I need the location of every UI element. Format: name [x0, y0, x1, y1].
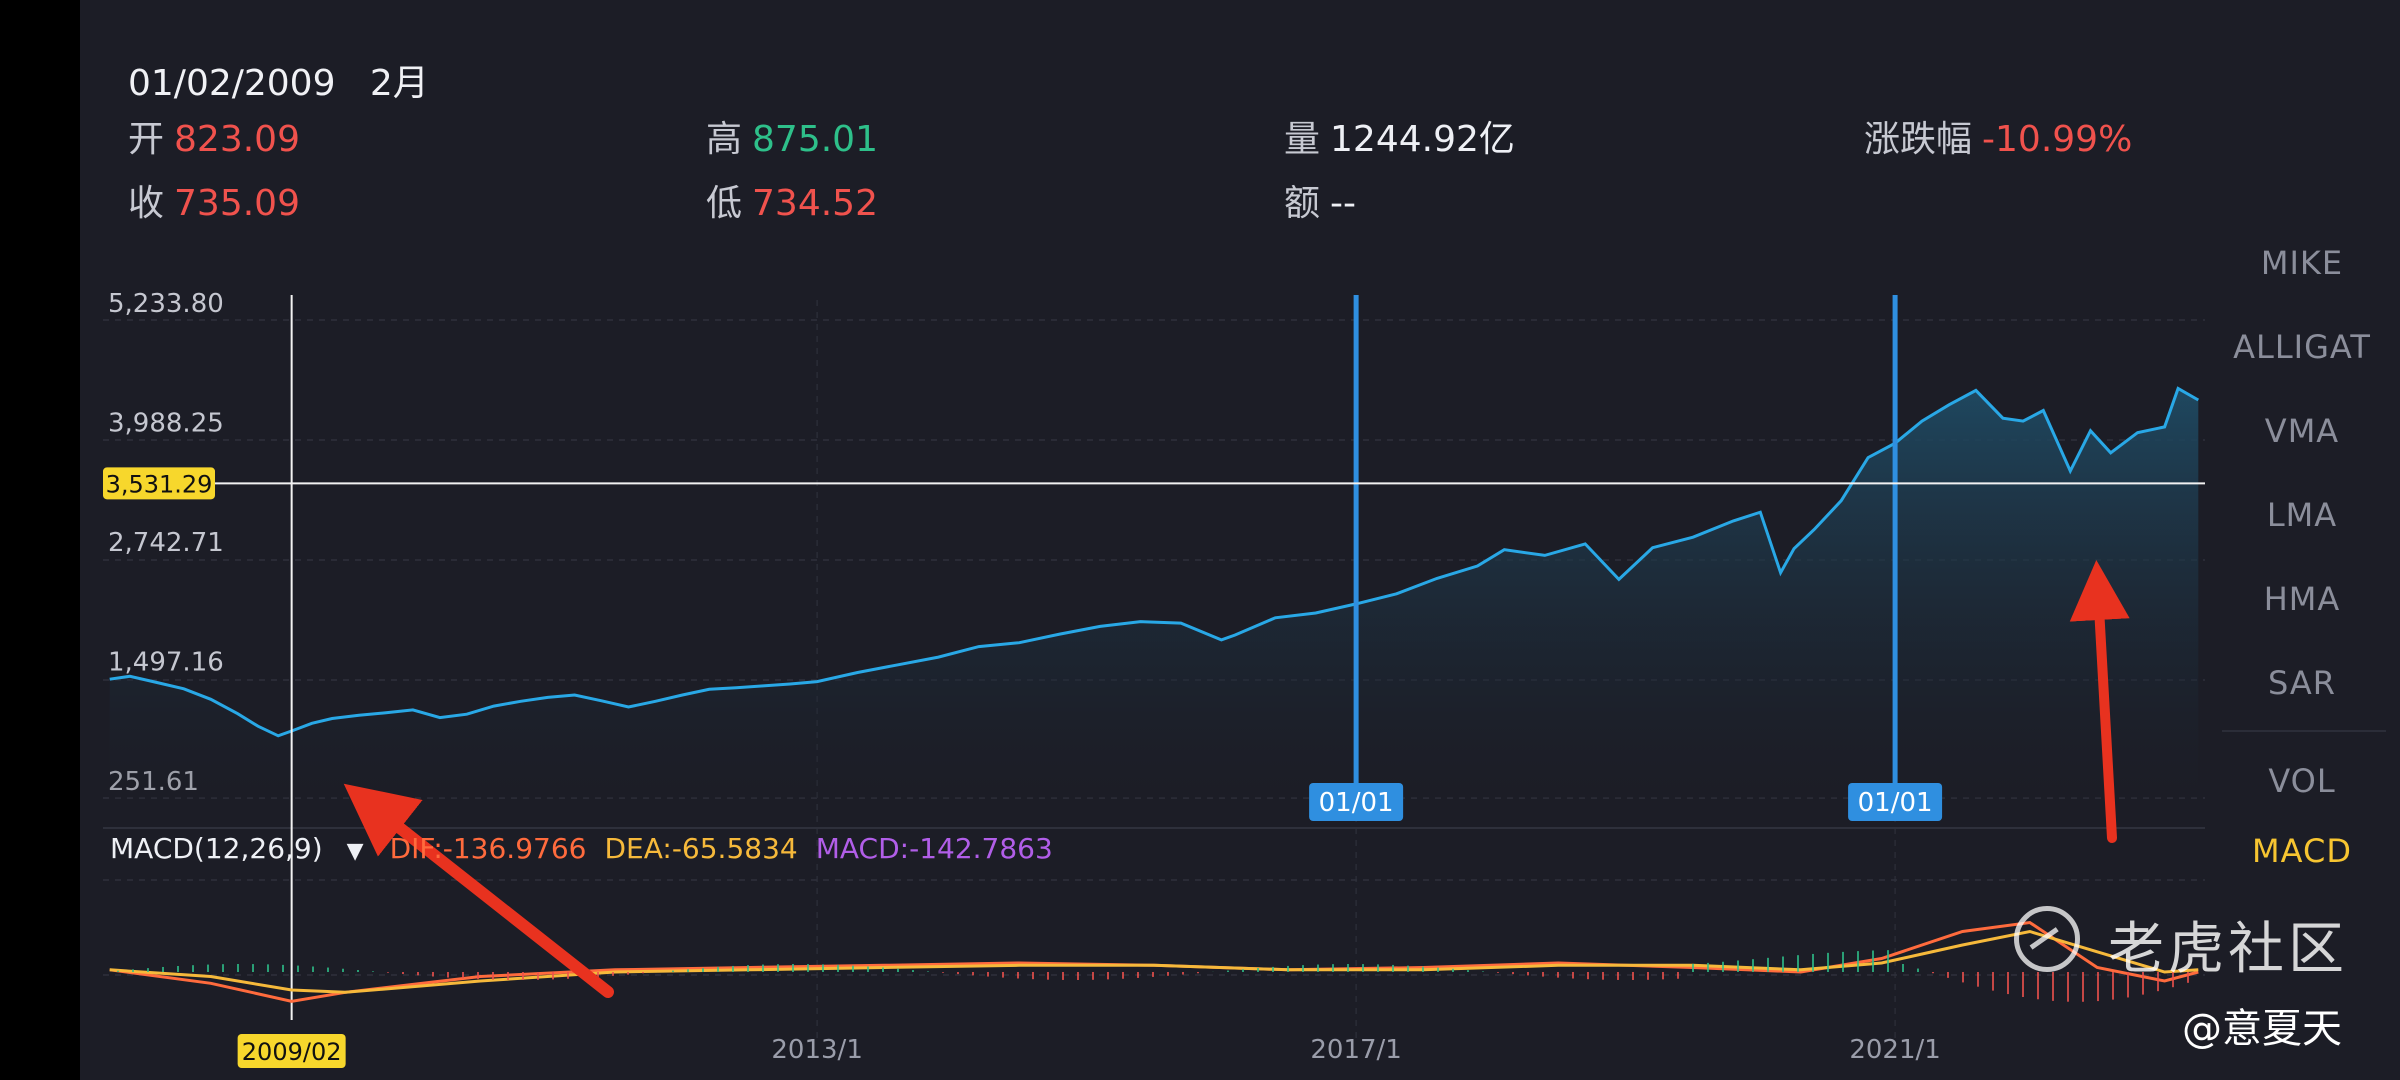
volume-value: 1244.92亿: [1330, 119, 1515, 160]
crosshair-date-label: 2009/02: [242, 1038, 342, 1066]
open-stat: 开 823.09: [128, 110, 300, 162]
low-value: 734.52: [752, 183, 878, 224]
arrow-left: [343, 783, 614, 998]
y-tick-label-3: 1,497.16: [108, 647, 224, 677]
change-label: 涨跌幅: [1864, 119, 1973, 160]
macd-dif-value: DIF:-136.9766: [389, 832, 587, 865]
change-value: -10.99%: [1982, 119, 2133, 160]
macd-indicator-header[interactable]: MACD(12,26,9) ▼ DIF:-136.9766 DEA:-65.5834 M…: [110, 832, 1071, 865]
left-edge-strip: [0, 0, 80, 1080]
high-value: 875.01: [752, 119, 878, 160]
menu-item-vma[interactable]: VMA: [2264, 412, 2340, 450]
amount-stat: 额 --: [1284, 174, 1356, 226]
selected-date: 01/02/2009 2月: [128, 54, 429, 106]
x-axis-label-0: 2013/1: [771, 1035, 862, 1065]
marker-tag-0: [1309, 783, 1404, 821]
x-axis-label-1: 2017/1: [1310, 1035, 1401, 1065]
volume-label: 量: [1284, 119, 1321, 160]
x-axis-label-2: 2021/1: [1849, 1035, 1940, 1065]
marker-tag-label-0: 01/01: [1319, 788, 1394, 818]
menu-divider: [2222, 730, 2386, 732]
price-area-fill: [109, 388, 2199, 798]
menu-item-lma[interactable]: LMA: [2266, 496, 2338, 534]
y-tick-label-2: 2,742.71: [108, 528, 224, 558]
quote-info-header: 01/02/2009 2月 开 823.09 高 875.01 量 1244.92亿 …: [128, 48, 2228, 238]
watermark-brand: 老虎社区: [2108, 917, 2348, 982]
menu-item-alligat[interactable]: ALLIGAT: [2233, 328, 2371, 366]
crosshair-price-label: 3,531.29: [106, 470, 213, 498]
close-value: 735.09: [174, 183, 300, 224]
macd-title[interactable]: MACD(12,26,9): [110, 832, 323, 865]
low-stat: 低 734.52: [706, 174, 878, 226]
period-markers: 01/01 01/01: [1309, 295, 1943, 821]
menu-item-sar[interactable]: SAR: [2267, 664, 2337, 702]
crosshair-price-tag: [103, 467, 215, 500]
x-axis-labels: 2013/1 2017/1 2021/1: [771, 1035, 1940, 1065]
watermark-handle: @意夏天: [2182, 1006, 2342, 1052]
menu-item-macd[interactable]: MACD: [2252, 832, 2352, 870]
date-value: 01/02/2009: [128, 63, 336, 104]
marker-tag-1: [1848, 783, 1943, 821]
amount-label: 额: [1284, 183, 1321, 224]
menu-item-hma[interactable]: HMA: [2263, 580, 2341, 618]
close-label: 收: [128, 183, 165, 224]
y-tick-label-1: 3,988.25: [108, 409, 224, 439]
volume-stat: 量 1244.92亿: [1284, 110, 1515, 162]
change-stat: 涨跌幅 -10.99%: [1864, 110, 2132, 162]
low-label: 低: [706, 183, 743, 224]
menu-item-vol[interactable]: VOL: [2268, 762, 2336, 800]
open-value: 823.09: [174, 119, 300, 160]
menu-item-mike[interactable]: MIKE: [2260, 244, 2344, 282]
close-stat: 收 735.09: [128, 174, 300, 226]
open-label: 开: [128, 119, 165, 160]
high-label: 高: [706, 119, 743, 160]
tiger-logo-icon: [2014, 906, 2080, 972]
y-tick-label-0: 5,233.80: [108, 289, 224, 319]
price-line: [109, 386, 2200, 738]
arrow-right: [2069, 560, 2130, 843]
macd-dea-value: DEA:-65.5834: [604, 832, 798, 865]
crosshair: 3,531.29 2009/02: [103, 295, 2205, 1068]
crosshair-date-tag: [237, 1034, 346, 1068]
macd-value: MACD:-142.7863: [815, 832, 1053, 865]
dropdown-caret-icon[interactable]: ▼: [346, 839, 364, 864]
marker-tag-label-1: 01/01: [1858, 788, 1933, 818]
period-value: 2月: [369, 63, 429, 104]
indicator-menu: MIKE ALLIGAT VMA LMA HMA SAR VOL MACD: [2222, 244, 2382, 884]
amount-value: --: [1330, 183, 1356, 224]
macd-panel: [109, 920, 2199, 1003]
annotation-arrows: [343, 560, 2130, 998]
high-stat: 高 875.01: [706, 110, 878, 162]
